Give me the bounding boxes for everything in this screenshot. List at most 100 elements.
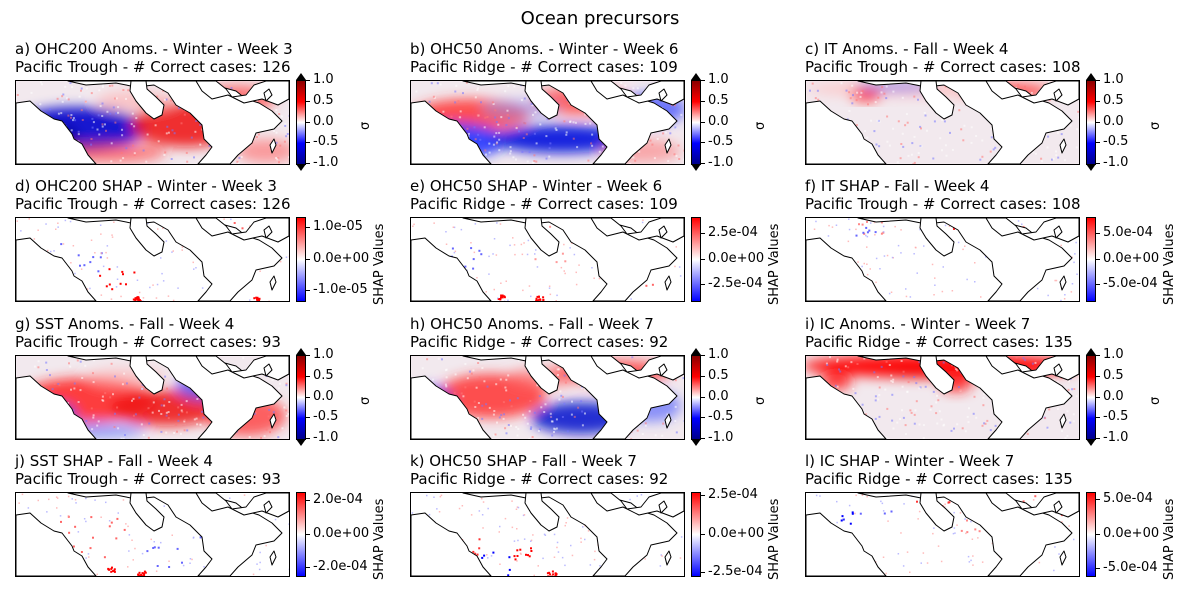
- noise-pixel: [877, 96, 880, 99]
- shap-pixel: [523, 514, 526, 516]
- noise-pixel: [37, 360, 40, 363]
- shap-pixel: [636, 495, 638, 497]
- noise-pixel: [488, 142, 491, 145]
- shap-pixel: [189, 562, 191, 564]
- shap-pixel: [71, 498, 73, 500]
- noise-pixel: [180, 122, 183, 125]
- noise-pixel: [891, 381, 894, 383]
- noise-pixel: [590, 142, 593, 145]
- noise-pixel: [682, 377, 684, 380]
- shap-pixel: [573, 253, 576, 256]
- noise-pixel: [943, 120, 946, 123]
- shap-pixel: [642, 219, 644, 221]
- noise-pixel: [967, 421, 970, 424]
- shap-pixel: [110, 298, 113, 300]
- noise-pixel: [121, 134, 124, 137]
- shap-pixel: [580, 537, 582, 540]
- continent-outline: [269, 275, 277, 291]
- noise-pixel: [278, 382, 281, 385]
- shap-pixel: [56, 507, 58, 509]
- noise-pixel: [165, 431, 168, 434]
- colorbar-tick-label: -1.0e-05: [313, 282, 368, 298]
- panel-title: c) IT Anoms. - Fall - Week 4 Pacific Trou…: [805, 40, 1081, 76]
- shap-pixel: [934, 284, 936, 286]
- shap-pixel: [1058, 553, 1060, 555]
- noise-pixel: [913, 135, 916, 138]
- noise-pixel: [454, 101, 457, 104]
- shap-pixel: [564, 524, 566, 527]
- noise-pixel: [949, 131, 951, 134]
- shap-pixel: [675, 246, 677, 248]
- shap-pixel: [547, 575, 550, 576]
- shap-pixel: [563, 243, 565, 246]
- noise-pixel: [870, 119, 873, 122]
- noise-pixel: [989, 429, 992, 432]
- noise-pixel: [900, 360, 903, 362]
- noise-pixel: [561, 395, 564, 398]
- shap-pixel: [980, 296, 982, 298]
- noise-pixel: [953, 427, 955, 430]
- shap-pixel: [561, 556, 564, 559]
- noise-pixel: [549, 412, 552, 415]
- noise-pixel: [509, 150, 512, 153]
- shap-pixel: [136, 296, 139, 299]
- noise-pixel: [899, 418, 901, 420]
- noise-pixel: [466, 127, 469, 130]
- shap-pixel: [835, 224, 838, 226]
- shap-pixel: [99, 256, 102, 259]
- noise-pixel: [634, 159, 637, 162]
- noise-pixel: [944, 85, 947, 88]
- shap-pixel: [542, 296, 545, 299]
- shap-pixel: [548, 571, 551, 574]
- shap-pixel: [107, 568, 110, 571]
- colorbar-tick-label: 0.5: [313, 92, 334, 108]
- noise-pixel: [492, 103, 495, 105]
- noise-pixel: [439, 83, 442, 86]
- noise-pixel: [281, 427, 284, 430]
- colorbar-tick: [306, 100, 310, 102]
- noise-pixel: [530, 426, 533, 429]
- shap-pixel: [629, 498, 631, 501]
- noise-pixel: [39, 81, 42, 84]
- shap-pixel: [1076, 273, 1078, 275]
- shap-pixel: [891, 256, 894, 259]
- colorbar-tick-label: -5.0e-04: [1103, 276, 1158, 292]
- shap-pixel: [433, 496, 435, 498]
- shap-pixel: [599, 565, 601, 567]
- noise-pixel: [432, 378, 435, 381]
- noise-pixel: [517, 427, 520, 430]
- noise-pixel: [1046, 426, 1049, 429]
- noise-pixel: [181, 410, 184, 413]
- shap-pixel: [508, 568, 511, 571]
- shap-pixel: [90, 516, 93, 519]
- noise-pixel: [79, 360, 82, 363]
- noise-pixel: [426, 358, 429, 361]
- noise-pixel: [283, 406, 286, 409]
- continent-outline: [411, 512, 492, 576]
- noise-pixel: [979, 158, 982, 161]
- noise-pixel: [528, 151, 531, 154]
- noise-pixel: [896, 421, 899, 424]
- continent-outline: [658, 225, 668, 239]
- colorbar-label: SHAP Values: [1162, 223, 1177, 305]
- noise-pixel: [809, 89, 811, 92]
- noise-pixel: [148, 422, 151, 425]
- noise-pixel: [522, 413, 525, 416]
- shap-pixel: [113, 221, 115, 223]
- noise-pixel: [160, 430, 163, 433]
- shap-pixel: [440, 494, 443, 497]
- shap-pixel: [966, 278, 968, 281]
- shap-pixel: [507, 299, 509, 301]
- panel-title-line1: i) IC Anoms. - Winter - Week 7: [805, 315, 1031, 333]
- shap-pixel: [842, 518, 845, 521]
- shap-pixel: [880, 221, 883, 224]
- shap-pixel: [85, 497, 87, 500]
- noise-pixel: [430, 82, 433, 85]
- noise-pixel: [923, 111, 926, 114]
- shap-pixel: [110, 521, 113, 524]
- noise-pixel: [102, 83, 104, 86]
- noise-pixel: [285, 409, 288, 412]
- shap-pixel: [900, 229, 902, 231]
- panel-title-line1: k) OHC50 SHAP - Fall - Week 7: [410, 452, 637, 470]
- noise-pixel: [516, 397, 519, 400]
